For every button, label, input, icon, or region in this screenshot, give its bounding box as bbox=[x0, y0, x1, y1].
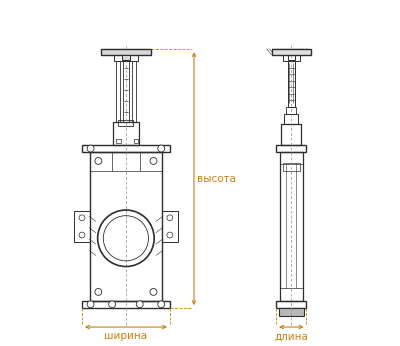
Bar bbox=[113, 122, 139, 145]
Circle shape bbox=[167, 232, 173, 238]
Circle shape bbox=[95, 157, 102, 164]
Circle shape bbox=[150, 289, 157, 295]
Text: длина: длина bbox=[274, 331, 308, 341]
Bar bbox=[123, 61, 129, 122]
Bar bbox=[286, 107, 296, 114]
Bar bbox=[288, 55, 295, 60]
Bar bbox=[116, 61, 120, 122]
Circle shape bbox=[87, 301, 94, 308]
Bar bbox=[283, 55, 300, 61]
Bar bbox=[283, 163, 300, 171]
Bar bbox=[288, 61, 295, 107]
Circle shape bbox=[109, 301, 116, 308]
Bar bbox=[276, 301, 306, 308]
Bar bbox=[284, 114, 298, 124]
Bar bbox=[134, 139, 138, 143]
Bar bbox=[280, 152, 303, 301]
Bar bbox=[276, 145, 306, 152]
Circle shape bbox=[150, 157, 157, 164]
Bar bbox=[82, 145, 170, 152]
Bar bbox=[162, 211, 178, 242]
Bar bbox=[116, 139, 121, 143]
Circle shape bbox=[158, 301, 165, 308]
Circle shape bbox=[95, 289, 102, 295]
Circle shape bbox=[136, 301, 143, 308]
Circle shape bbox=[87, 145, 94, 152]
Text: ширина: ширина bbox=[104, 331, 148, 341]
Bar bbox=[74, 211, 90, 242]
Bar bbox=[122, 55, 130, 60]
Circle shape bbox=[167, 215, 173, 221]
Bar bbox=[114, 55, 138, 61]
Bar bbox=[101, 49, 151, 55]
Bar bbox=[279, 308, 304, 316]
Circle shape bbox=[158, 145, 165, 152]
Bar bbox=[272, 48, 311, 55]
Circle shape bbox=[79, 215, 85, 221]
Bar bbox=[82, 301, 170, 308]
Circle shape bbox=[79, 232, 85, 238]
Bar bbox=[281, 124, 301, 145]
Text: высота: высота bbox=[198, 174, 236, 184]
Bar bbox=[132, 61, 136, 122]
Bar bbox=[118, 120, 134, 126]
Bar bbox=[90, 152, 162, 301]
